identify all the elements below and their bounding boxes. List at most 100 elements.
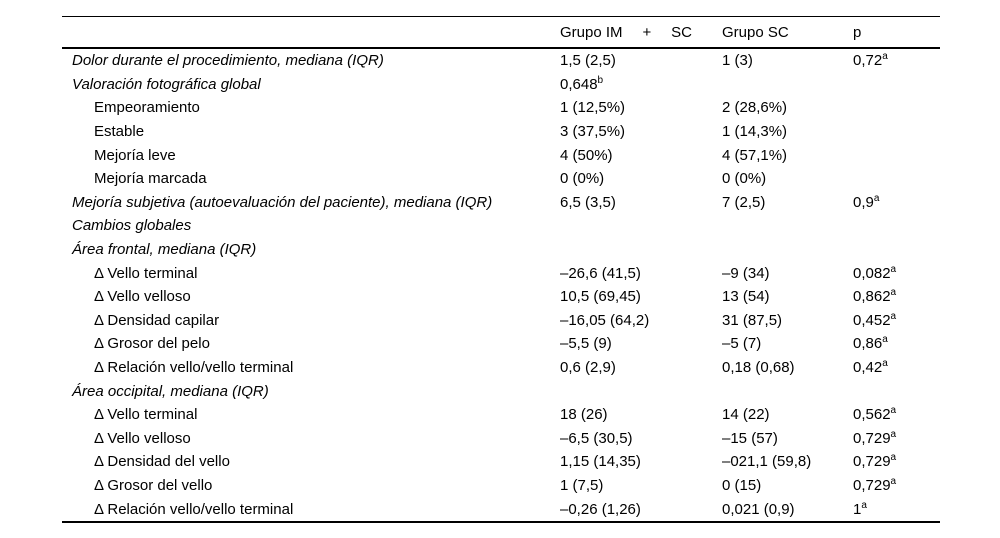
cell-grupo-im-sc: 4 (50%) (560, 146, 613, 164)
row-label: Mejoría marcada (94, 170, 207, 188)
cell-p-value: 0,9a (853, 192, 880, 211)
header-group-im-sc-spread: Grupo IM + SC (560, 24, 692, 41)
cell-p-value: 0,86a (853, 334, 888, 353)
cell-p-value: 0,082a (853, 263, 897, 282)
cell-grupo-im-sc: 0,648b (560, 74, 604, 93)
row-label: Δ Vello terminal (94, 264, 198, 282)
cell-grupo-im-sc: –26,6 (41,5) (560, 264, 641, 282)
row-label: Δ Densidad capilar (94, 311, 220, 329)
cell-grupo-sc: 2 (28,6%) (722, 99, 788, 117)
cell-grupo-im-sc: –0,26 (1,26) (560, 500, 641, 518)
table-row: Δ Relación vello/vello terminal –0,26 (1,… (62, 497, 940, 521)
cell-grupo-im-sc: 10,5 (69,45) (560, 288, 641, 306)
table-row: Δ Vello velloso 10,5 (69,45) 13 (54) 0,862a (62, 285, 940, 309)
row-label: Estable (94, 123, 145, 141)
row-label: Δ Vello velloso (94, 429, 191, 447)
cell-grupo-sc: 7 (2,5) (722, 193, 766, 211)
table-row: Δ Densidad capilar –16,05 (64,2) 31 (87,5)… (62, 309, 940, 333)
header-p-value: p (853, 23, 862, 41)
cell-p-value-superscript: a (861, 499, 867, 511)
cell-grupo-im-sc: 3 (37,5%) (560, 123, 626, 141)
cell-grupo-im-sc: 1,15 (14,35) (560, 453, 641, 471)
cell-p-value: 0,729a (853, 428, 897, 447)
cell-p-value-superscript: a (890, 263, 897, 275)
header-plus-sign: + (642, 23, 652, 41)
cell-grupo-sc: –15 (57) (722, 429, 778, 447)
row-label: Δ Densidad del vello (94, 453, 230, 471)
cell-grupo-im-sc: –5,5 (9) (560, 335, 612, 353)
cell-p-value-superscript: a (890, 428, 897, 440)
row-label: Δ Grosor del pelo (94, 335, 210, 353)
header-group-sc: Grupo SC (722, 23, 789, 41)
row-label: Valoración fotográfica global (72, 75, 261, 93)
table-row: Mejoría marcada 0 (0%) 0 (0%) (62, 167, 940, 191)
cell-grupo-sc: 13 (54) (722, 288, 770, 306)
table-row: Δ Vello velloso –6,5 (30,5) –15 (57) 0,729a (62, 427, 940, 451)
cell-grupo-sc: 1 (3) (722, 52, 753, 70)
table-row: Valoración fotográfica global 0,648b (62, 73, 940, 97)
table-row: Estable 3 (37,5%) 1 (14,3%) (62, 120, 940, 144)
table-header-rule (62, 47, 940, 49)
table-bottom-rule (62, 520, 940, 523)
row-label: Área occipital, mediana (IQR) (72, 382, 269, 400)
cell-p-value-superscript: a (882, 358, 888, 370)
cell-p-value: 0,862a (853, 287, 897, 306)
cell-grupo-sc: 1 (14,3%) (722, 123, 788, 141)
cell-p-value: 0,729a (853, 475, 897, 494)
cell-grupo-sc: 0,021 (0,9) (722, 500, 795, 518)
cell-p-value: 0,72a (853, 51, 888, 70)
cell-p-value-superscript: a (873, 192, 880, 204)
cell-grupo-im-sc: 1,5 (2,5) (560, 52, 616, 70)
cell-grupo-sc: 14 (22) (722, 406, 770, 424)
row-label: Mejoría leve (94, 146, 176, 164)
row-label: Δ Vello terminal (94, 406, 198, 424)
cell-grupo-im-sc-superscript: b (597, 74, 604, 86)
row-label: Dolor durante el procedimiento, mediana … (72, 52, 384, 70)
row-label: Δ Relación vello/vello terminal (94, 500, 294, 518)
table-row: Área frontal, mediana (IQR) (62, 238, 940, 262)
cell-grupo-im-sc: 6,5 (3,5) (560, 193, 616, 211)
table-row: Δ Vello terminal 18 (26) 14 (22) 0,562a (62, 403, 940, 427)
table-row: Área occipital, mediana (IQR) (62, 379, 940, 403)
table-header-row: Grupo IM + SC Grupo SC p (62, 17, 940, 47)
table-row: Mejoría leve 4 (50%) 4 (57,1%) (62, 143, 940, 167)
cell-grupo-im-sc: 1 (12,5%) (560, 99, 626, 117)
cell-grupo-im-sc: 1 (7,5) (560, 476, 604, 494)
row-label: Δ Grosor del vello (94, 476, 213, 494)
cell-grupo-im-sc: 0 (0%) (560, 170, 605, 188)
cell-p-value-superscript: a (882, 51, 888, 63)
row-label: Mejoría subjetiva (autoevaluación del pa… (72, 193, 493, 211)
header-sc-label: SC (671, 23, 692, 41)
table-row: Mejoría subjetiva (autoevaluación del pa… (62, 191, 940, 215)
cell-p-value: 0,42a (853, 358, 888, 377)
cell-p-value-superscript: a (890, 405, 897, 417)
table-row: Δ Densidad del vello 1,15 (14,35) –021,1 (… (62, 450, 940, 474)
cell-p-value-superscript: a (890, 452, 897, 464)
cell-p-value: 0,729a (853, 452, 897, 471)
table-row: Δ Grosor del pelo –5,5 (9) –5 (7) 0,86a (62, 332, 940, 356)
cell-grupo-im-sc: 0,6 (2,9) (560, 359, 616, 377)
cell-p-value: 1a (853, 499, 867, 518)
cell-grupo-sc: 0 (15) (722, 476, 762, 494)
row-label: Área frontal, mediana (IQR) (72, 241, 257, 259)
cell-grupo-im-sc: 18 (26) (560, 406, 608, 424)
row-label: Cambios globales (72, 217, 192, 235)
table-top-rule (62, 16, 940, 17)
results-table: Grupo IM + SC Grupo SC p Dolor durante e… (62, 16, 940, 523)
header-group-im-label: Grupo IM (560, 23, 623, 41)
table-row: Dolor durante el procedimiento, mediana … (62, 49, 940, 73)
cell-p-value: 0,452a (853, 310, 897, 329)
table-row: Δ Relación vello/vello terminal 0,6 (2,9)… (62, 356, 940, 380)
header-group-im-sc: Grupo IM + SC (560, 24, 722, 41)
row-label: Δ Relación vello/vello terminal (94, 359, 294, 377)
cell-grupo-sc: 31 (87,5) (722, 311, 783, 329)
table-body: Dolor durante el procedimiento, mediana … (62, 49, 940, 521)
cell-grupo-im-sc: –16,05 (64,2) (560, 311, 650, 329)
table-row: Δ Vello terminal –26,6 (41,5) –9 (34) 0,082… (62, 261, 940, 285)
row-label: Empeoramiento (94, 99, 200, 117)
cell-grupo-sc: 0,18 (0,68) (722, 359, 795, 377)
cell-p-value-superscript: a (890, 475, 897, 487)
table-row: Δ Grosor del vello 1 (7,5) 0 (15) 0,729a (62, 474, 940, 498)
cell-grupo-sc: 4 (57,1%) (722, 146, 788, 164)
